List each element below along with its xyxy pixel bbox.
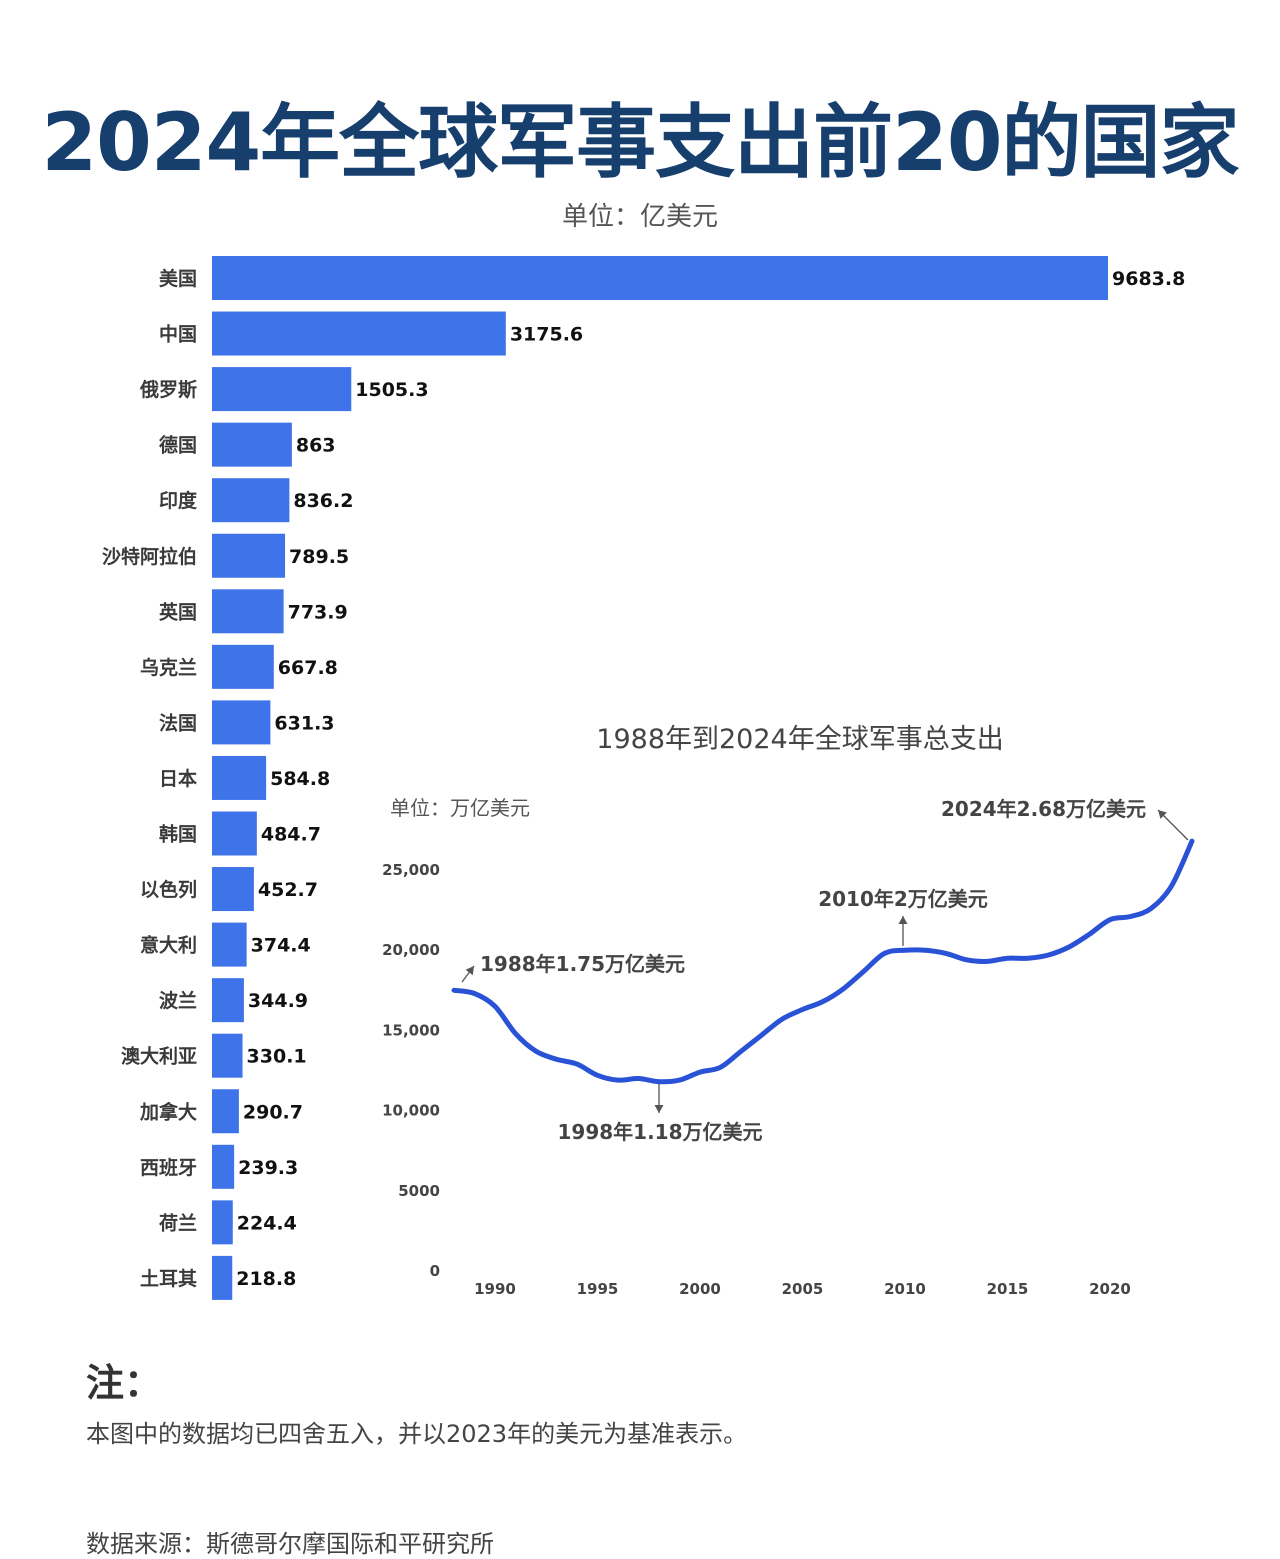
x-tick-label: 2005 <box>782 1280 824 1298</box>
line-chart: 1988年到2024年全球军事总支出 单位：万亿美元 0 5000 10,000 15… <box>382 724 1195 1298</box>
value-label: 224.4 <box>237 1212 297 1234</box>
x-tick-label: 1995 <box>577 1280 619 1298</box>
value-label: 344.9 <box>248 990 308 1012</box>
y-tick-label: 15,000 <box>382 1021 440 1039</box>
bar <box>212 533 286 578</box>
value-label: 863 <box>296 435 336 457</box>
chart-title: 2024年全球军事支出前20的国家 <box>41 96 1240 189</box>
bar <box>212 1200 233 1245</box>
annotation-label: 2024年2.68万亿美元 <box>941 797 1146 821</box>
category-label: 印度 <box>159 489 198 512</box>
note-heading: 注： <box>86 1361 163 1405</box>
value-label: 3175.6 <box>510 324 583 346</box>
y-tick-label: 10,000 <box>382 1102 440 1120</box>
category-label: 荷兰 <box>159 1211 197 1234</box>
category-label: 西班牙 <box>140 1156 197 1179</box>
value-label: 330.1 <box>247 1046 307 1068</box>
category-label: 波兰 <box>159 989 197 1012</box>
value-label: 452.7 <box>258 879 318 901</box>
bar <box>212 1089 239 1134</box>
bar <box>212 755 267 800</box>
bar <box>212 1144 235 1189</box>
line-chart-title: 1988年到2024年全球军事总支出 <box>596 724 1003 755</box>
category-label: 沙特阿拉伯 <box>102 545 197 568</box>
value-label: 1505.3 <box>355 379 428 401</box>
annotation-label: 1988年1.75万亿美元 <box>480 952 685 976</box>
category-label: 法国 <box>159 711 197 734</box>
y-tick-label: 0 <box>430 1262 440 1280</box>
bar <box>212 1255 233 1300</box>
x-tick-label: 2010 <box>884 1280 926 1298</box>
y-tick-label: 25,000 <box>382 861 440 879</box>
x-tick-label: 1990 <box>474 1280 516 1298</box>
value-label: 773.9 <box>288 601 348 623</box>
value-label: 218.8 <box>236 1268 296 1290</box>
category-label: 以色列 <box>140 878 197 901</box>
annotation-arrowhead <box>465 966 474 976</box>
category-label: 韩国 <box>159 823 197 846</box>
bar-chart: 美国 9683.8 中国 3175.6 俄罗斯 1505.3 德国 863 印度 836.2 沙特阿… <box>102 256 1185 1300</box>
value-label: 239.3 <box>238 1157 298 1179</box>
category-label: 俄罗斯 <box>139 378 197 401</box>
value-label: 290.7 <box>243 1101 303 1123</box>
bar <box>212 367 352 412</box>
y-tick-label: 5000 <box>398 1182 440 1200</box>
series-line <box>451 838 1195 1085</box>
bar <box>212 1033 243 1078</box>
bar <box>212 422 292 467</box>
category-label: 中国 <box>159 323 197 346</box>
annotation-arrowhead <box>654 1105 664 1113</box>
source-text: 数据来源：斯德哥尔摩国际和平研究所 <box>86 1530 494 1558</box>
annotation-label: 1998年1.18万亿美元 <box>557 1120 762 1144</box>
value-label: 789.5 <box>289 546 349 568</box>
category-label: 意大利 <box>140 934 197 957</box>
annotation-label: 2010年2万亿美元 <box>818 887 988 911</box>
note-text: 本图中的数据均已四舍五入，并以2023年的美元为基准表示。 <box>86 1420 748 1448</box>
bar <box>212 700 271 745</box>
category-label: 澳大利亚 <box>121 1045 197 1068</box>
x-tick-label: 2020 <box>1089 1280 1131 1298</box>
category-label: 乌克兰 <box>140 656 197 679</box>
value-label: 584.8 <box>270 768 330 790</box>
bar <box>212 644 274 689</box>
bar <box>212 811 257 856</box>
bar <box>212 867 254 912</box>
value-label: 667.8 <box>278 657 338 679</box>
line-chart-unit-label: 单位：万亿美元 <box>390 796 530 820</box>
bar <box>212 311 506 356</box>
value-label: 631.3 <box>274 712 334 734</box>
x-tick-label: 2000 <box>679 1280 721 1298</box>
bar <box>212 589 284 634</box>
category-label: 德国 <box>159 434 197 457</box>
bar-chart-unit-label: 单位：亿美元 <box>561 202 718 232</box>
value-label: 374.4 <box>251 935 311 957</box>
bar <box>212 978 244 1023</box>
bar <box>212 478 290 523</box>
category-label: 土耳其 <box>140 1268 197 1290</box>
category-label: 英国 <box>159 600 197 623</box>
y-tick-label: 20,000 <box>382 941 440 959</box>
category-label: 加拿大 <box>139 1100 197 1123</box>
value-label: 484.7 <box>261 824 321 846</box>
value-label: 9683.8 <box>1112 268 1185 290</box>
x-tick-label: 2015 <box>987 1280 1029 1298</box>
category-label: 美国 <box>159 267 197 290</box>
annotation-arrowhead <box>1158 810 1167 819</box>
value-label: 836.2 <box>293 490 353 512</box>
bar <box>212 256 1108 300</box>
annotation-arrowhead <box>898 916 908 924</box>
category-label: 日本 <box>159 767 197 790</box>
bar <box>212 922 247 967</box>
